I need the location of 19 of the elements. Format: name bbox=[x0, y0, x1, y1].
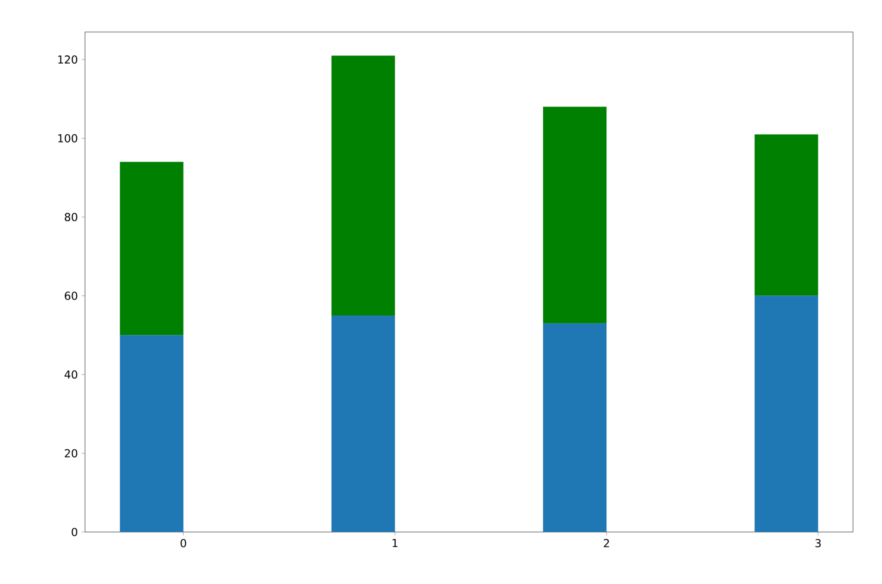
y-tick-label: 60 bbox=[64, 292, 78, 300]
bar bbox=[754, 296, 818, 532]
x-tick-label: 3 bbox=[815, 539, 821, 548]
bar bbox=[543, 106, 607, 324]
x-tick-label: 2 bbox=[604, 539, 609, 548]
x-tick-label: 1 bbox=[392, 539, 398, 548]
bar bbox=[331, 56, 395, 316]
y-tick-label: 80 bbox=[64, 212, 78, 222]
y-tick-label: 100 bbox=[58, 134, 78, 142]
bar bbox=[754, 134, 818, 296]
y-tick-label: 40 bbox=[64, 370, 78, 379]
bar bbox=[120, 162, 184, 336]
bar bbox=[120, 335, 184, 532]
x-tick-label: 0 bbox=[180, 539, 186, 548]
bar bbox=[543, 323, 607, 532]
bar bbox=[331, 315, 395, 532]
y-tick-label: 120 bbox=[58, 55, 78, 64]
y-tick-label: 20 bbox=[64, 449, 78, 458]
y-tick-label: 0 bbox=[72, 528, 78, 536]
